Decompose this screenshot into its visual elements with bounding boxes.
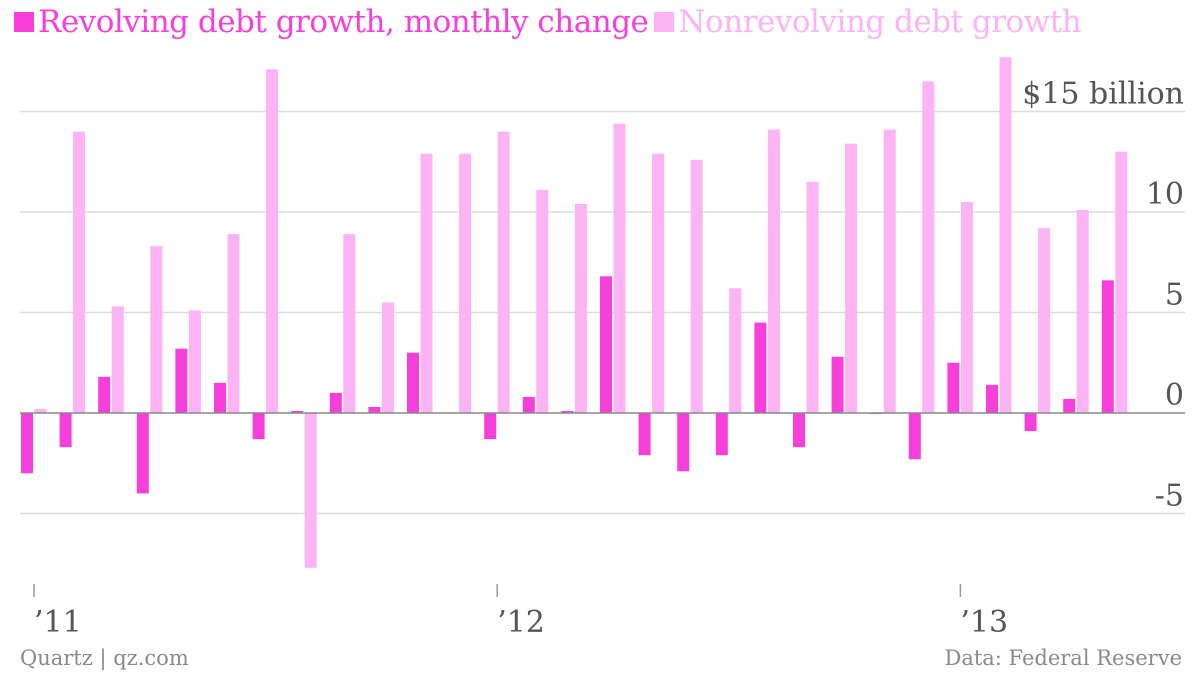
bar-revolving — [908, 413, 921, 460]
chart-legend: Revolving debt growth, monthly change No… — [14, 4, 1087, 40]
x-tick-label: ’13 — [960, 605, 1008, 640]
bar-revolving — [638, 413, 651, 456]
bar-nonrevolving — [922, 81, 935, 413]
y-tick-label: $15 billion — [1022, 77, 1184, 112]
y-tick-label: -5 — [1155, 479, 1184, 514]
bar-nonrevolving — [806, 181, 819, 413]
bar-nonrevolving — [999, 57, 1012, 413]
bar-revolving — [831, 356, 844, 413]
bar-nonrevolving — [420, 153, 433, 413]
bar-nonrevolving — [34, 408, 47, 413]
bar-nonrevolving — [343, 234, 356, 413]
bar-nonrevolving — [1115, 151, 1128, 413]
x-tick-label: ’12 — [497, 605, 545, 640]
bar-nonrevolving — [845, 143, 858, 413]
bar-revolving — [1063, 398, 1076, 413]
bar-revolving — [754, 322, 767, 413]
legend-item-nonrevolving[interactable]: Nonrevolving debt growth — [654, 4, 1082, 40]
footer-source-left: Quartz | qz.com — [20, 646, 189, 670]
bar-nonrevolving — [188, 310, 201, 413]
bar-nonrevolving — [652, 153, 665, 413]
legend-item-revolving[interactable]: Revolving debt growth, monthly change — [14, 4, 649, 40]
bar-revolving — [175, 348, 188, 413]
bar-revolving — [1024, 413, 1037, 432]
bar-revolving — [1101, 280, 1114, 413]
legend-label-revolving: Revolving debt growth, monthly change — [38, 4, 649, 40]
bar-revolving — [407, 352, 419, 413]
y-tick-label: 0 — [1165, 378, 1184, 413]
bar-nonrevolving — [960, 201, 973, 413]
bar-nonrevolving — [111, 306, 124, 413]
legend-swatch-nonrevolving — [654, 12, 675, 32]
bar-revolving — [98, 376, 111, 413]
legend-swatch-revolving — [14, 12, 34, 32]
legend-label-nonrevolving: Nonrevolving debt growth — [678, 4, 1082, 40]
bar-nonrevolving — [767, 129, 780, 413]
bar-revolving — [677, 413, 690, 472]
bar-revolving — [522, 396, 535, 413]
bar-revolving — [715, 413, 728, 456]
bar-nonrevolving — [729, 288, 742, 413]
bar-nonrevolving — [690, 159, 703, 413]
y-tick-label: 10 — [1146, 177, 1184, 212]
bar-revolving — [329, 392, 342, 413]
bar-nonrevolving — [150, 246, 163, 413]
bar-revolving — [59, 413, 72, 448]
bar-nonrevolving — [304, 413, 317, 568]
bar-revolving — [368, 406, 381, 413]
bar-revolving — [136, 413, 149, 494]
bar-revolving — [793, 413, 805, 448]
bar-revolving — [21, 413, 33, 474]
bar-nonrevolving — [1038, 228, 1051, 413]
bar-nonrevolving — [381, 302, 394, 413]
bar-nonrevolving — [536, 189, 549, 413]
bar-nonrevolving — [613, 123, 626, 413]
bar-nonrevolving — [266, 69, 279, 413]
bar-revolving — [291, 410, 304, 413]
bar-revolving — [986, 384, 998, 413]
x-tick-label: ’11 — [34, 605, 82, 640]
footer-source-right: Data: Federal Reserve — [944, 646, 1182, 670]
bar-nonrevolving — [1076, 209, 1089, 413]
bar-revolving — [484, 413, 497, 440]
bar-nonrevolving — [459, 153, 472, 413]
bar-revolving — [561, 410, 574, 413]
bar-nonrevolving — [883, 129, 896, 413]
bar-revolving — [214, 382, 226, 413]
bar-nonrevolving — [227, 234, 240, 413]
bar-nonrevolving — [497, 131, 510, 413]
bar-revolving — [947, 362, 960, 413]
bar-nonrevolving — [73, 131, 86, 413]
bar-revolving — [252, 413, 265, 440]
bar-nonrevolving — [574, 203, 587, 413]
y-tick-label: 5 — [1165, 278, 1184, 313]
bar-revolving — [600, 276, 612, 413]
